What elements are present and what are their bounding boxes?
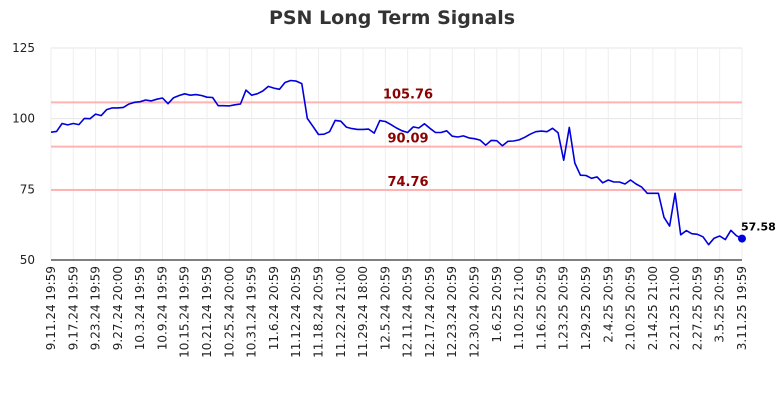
grid xyxy=(50,47,743,261)
x-tick-label: 1.10.25 21:00 xyxy=(512,266,526,350)
x-tick-label: 3.5.25 20:59 xyxy=(713,266,727,343)
y-tick-label: 50 xyxy=(20,253,35,267)
x-tick-label: 12.17.24 20:59 xyxy=(423,266,437,358)
x-tick-label: 3.11.25 19:59 xyxy=(735,266,749,350)
reference-line-label: 90.09 xyxy=(387,132,428,147)
y-tick-label: 75 xyxy=(20,182,35,196)
x-tick-label: 9.17.24 19:59 xyxy=(66,266,80,350)
last-value-label: 57.58 xyxy=(741,221,776,234)
y-tick-label: 100 xyxy=(12,112,35,126)
x-tick-label: 12.11.24 20:59 xyxy=(401,266,415,358)
x-tick-label: 11.6.24 20:59 xyxy=(267,266,281,350)
x-tick-label: 12.30.24 20:59 xyxy=(468,266,482,358)
x-tick-label: 10.15.24 19:59 xyxy=(178,266,192,358)
x-tick-label: 10.25.24 20:00 xyxy=(222,266,236,358)
x-tick-label: 11.18.24 20:59 xyxy=(311,266,325,358)
x-tick-label: 2.10.25 20:59 xyxy=(624,266,638,350)
x-tick-label: 2.14.25 21:00 xyxy=(646,266,660,350)
reference-line-label: 74.76 xyxy=(387,175,428,190)
x-tick-label: 1.16.25 20:59 xyxy=(534,266,548,350)
x-tick-label: 11.22.24 21:00 xyxy=(334,266,348,358)
reference-line-label: 105.76 xyxy=(383,87,433,102)
x-tick-label: 1.6.25 20:59 xyxy=(490,266,504,343)
series-line xyxy=(50,79,746,246)
y-tick-label: 125 xyxy=(12,41,35,55)
axes: 50 75 100 125 9.11.24 19:59 9.17.24 19:59 9.23… xyxy=(12,41,749,358)
chart-title: PSN Long Term Signals xyxy=(268,7,516,29)
x-tick-label: 9.27.24 20:00 xyxy=(111,266,125,350)
x-tick-label: 2.4.25 20:59 xyxy=(601,266,615,343)
last-point-marker xyxy=(738,234,746,243)
x-tick-label: 1.23.25 20:59 xyxy=(557,266,571,350)
x-tick-label: 2.21.25 21:00 xyxy=(668,266,682,350)
x-tick-label: 2.27.25 20:59 xyxy=(690,266,704,350)
x-tick-label: 12.23.24 20:59 xyxy=(445,266,459,358)
x-tick-label: 9.23.24 19:59 xyxy=(89,266,103,350)
x-tick-label: 10.9.24 19:59 xyxy=(155,266,169,350)
x-tick-label: 12.5.24 20:59 xyxy=(378,266,392,350)
x-tick-label: 10.31.24 19:59 xyxy=(245,266,259,358)
x-tick-label: 11.12.24 20:59 xyxy=(289,266,303,358)
series-path xyxy=(50,79,743,246)
x-tick-label: 10.21.24 19:59 xyxy=(200,266,214,358)
x-tick-label: 9.11.24 19:59 xyxy=(44,266,58,350)
x-tick-label: 10.3.24 19:59 xyxy=(133,266,147,350)
labels: 105.76 90.09 74.76 57.58 xyxy=(383,87,776,233)
x-tick-label: 11.29.24 18:00 xyxy=(356,266,370,358)
x-tick-label: 1.29.25 20:59 xyxy=(579,266,593,350)
